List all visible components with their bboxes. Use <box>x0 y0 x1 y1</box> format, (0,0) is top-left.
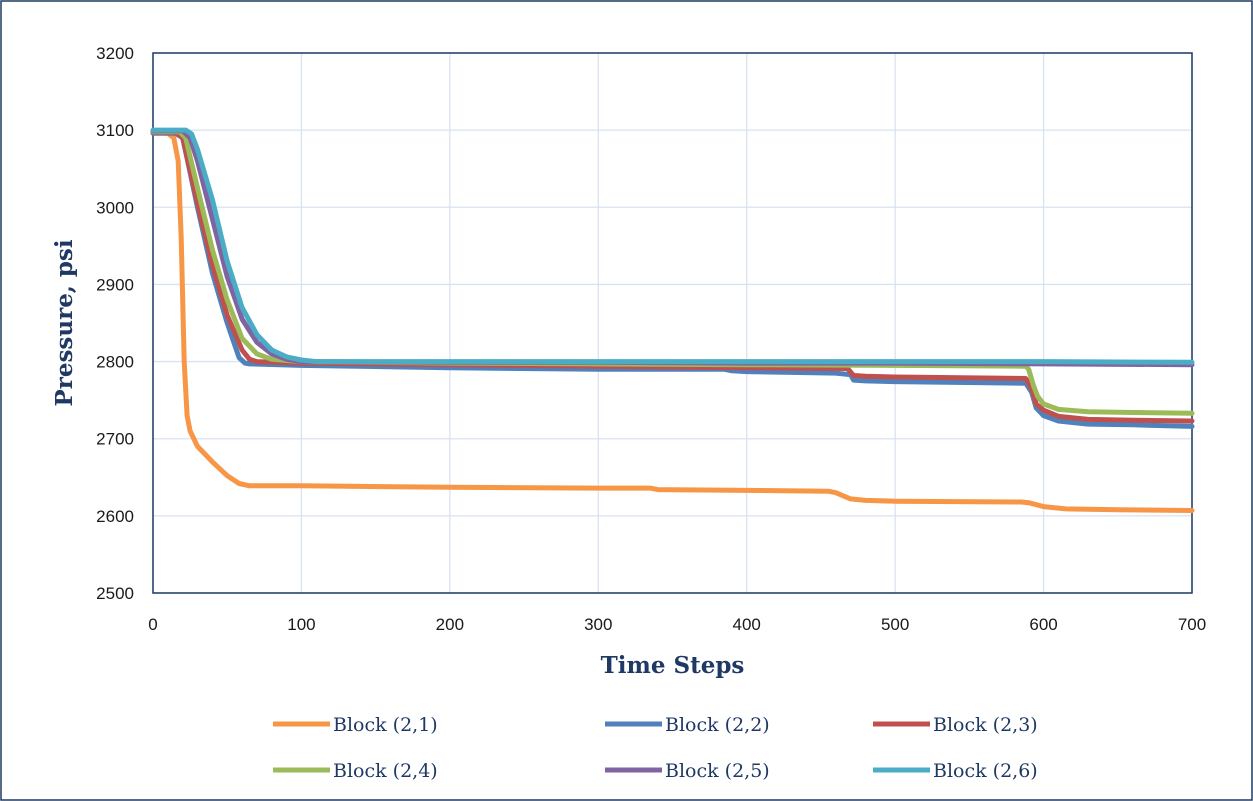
y-tick-label: 2900 <box>96 275 134 294</box>
y-tick-label: 2600 <box>96 507 134 526</box>
legend-label: Block (2,1) <box>333 714 438 736</box>
x-axis-title: Time Steps <box>601 652 745 679</box>
y-tick-label: 3000 <box>96 198 134 217</box>
y-tick-label: 3200 <box>96 44 134 63</box>
legend-label: Block (2,4) <box>333 760 438 782</box>
x-tick-label: 500 <box>881 615 909 634</box>
x-tick-label: 0 <box>148 615 157 634</box>
x-tick-label: 100 <box>287 615 315 634</box>
y-tick-label: 3100 <box>96 121 134 140</box>
legend-label: Block (2,6) <box>933 760 1038 782</box>
x-tick-label: 600 <box>1029 615 1057 634</box>
x-tick-label: 700 <box>1178 615 1206 634</box>
y-tick-label: 2800 <box>96 353 134 372</box>
x-tick-label: 300 <box>584 615 612 634</box>
x-tick-label: 400 <box>733 615 761 634</box>
legend-label: Block (2,2) <box>665 714 770 736</box>
y-axis-title: Pressure, psi <box>51 239 78 406</box>
legend-label: Block (2,3) <box>933 714 1038 736</box>
x-tick-label: 200 <box>436 615 464 634</box>
legend-label: Block (2,5) <box>665 760 770 782</box>
y-tick-label: 2500 <box>96 584 134 603</box>
y-tick-label: 2700 <box>96 430 134 449</box>
